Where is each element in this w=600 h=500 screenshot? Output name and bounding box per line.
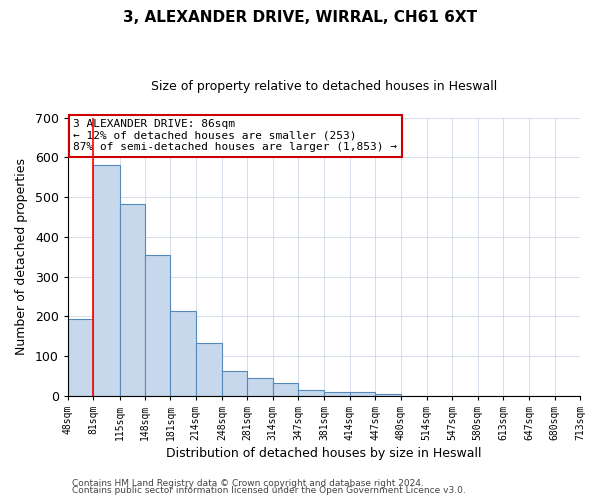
Bar: [325, 392, 350, 396]
Text: 3, ALEXANDER DRIVE, WIRRAL, CH61 6XT: 3, ALEXANDER DRIVE, WIRRAL, CH61 6XT: [123, 10, 477, 25]
Bar: [298, 390, 325, 396]
Bar: [350, 392, 375, 396]
Bar: [375, 394, 401, 396]
Bar: [170, 311, 196, 396]
Text: 3 ALEXANDER DRIVE: 86sqm
← 12% of detached houses are smaller (253)
87% of semi-: 3 ALEXANDER DRIVE: 86sqm ← 12% of detach…: [73, 119, 397, 152]
Title: Size of property relative to detached houses in Heswall: Size of property relative to detached ho…: [151, 80, 497, 93]
Bar: [273, 382, 298, 396]
Bar: [196, 343, 222, 396]
Bar: [222, 371, 247, 396]
Bar: [94, 166, 119, 396]
Y-axis label: Number of detached properties: Number of detached properties: [15, 158, 28, 356]
Bar: [119, 204, 145, 396]
Text: Contains HM Land Registry data © Crown copyright and database right 2024.: Contains HM Land Registry data © Crown c…: [72, 478, 424, 488]
X-axis label: Distribution of detached houses by size in Heswall: Distribution of detached houses by size …: [166, 447, 482, 460]
Bar: [247, 378, 273, 396]
Bar: [68, 319, 94, 396]
Bar: [145, 255, 170, 396]
Text: Contains public sector information licensed under the Open Government Licence v3: Contains public sector information licen…: [72, 486, 466, 495]
